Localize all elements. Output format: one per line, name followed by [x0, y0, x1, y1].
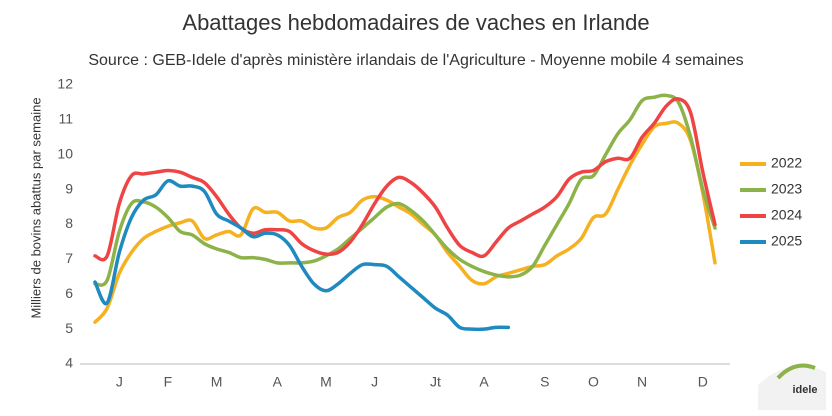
x-tick-label: Jt — [430, 374, 441, 390]
y-tick-label: 11 — [58, 111, 73, 127]
logo-shape — [758, 365, 826, 410]
legend-label: 2025 — [771, 233, 802, 249]
x-tick-label: A — [273, 374, 283, 390]
chart-subtitle: Source : GEB-Idele d'après ministère irl… — [88, 52, 743, 69]
logo: idele — [758, 363, 826, 410]
x-tick-label: J — [116, 374, 123, 390]
y-tick-label: 6 — [65, 285, 73, 301]
x-tick-label: M — [320, 374, 332, 390]
y-tick-label: 4 — [65, 355, 73, 371]
x-tick-label: J — [371, 374, 378, 390]
y-tick-label: 8 — [65, 215, 73, 231]
y-tick-label: 7 — [65, 250, 73, 266]
series-line — [93, 120, 717, 324]
y-axis-label: Milliers de bovins abattus par semaine — [28, 97, 43, 318]
x-tick-label: O — [588, 374, 599, 390]
y-tick-label: 5 — [65, 320, 73, 336]
series-line — [93, 178, 511, 332]
logo-swoosh — [776, 363, 816, 380]
legend-label: 2023 — [771, 181, 802, 197]
y-tick-label: 9 — [65, 180, 73, 196]
x-tick-label: N — [637, 374, 647, 390]
legend-label: 2024 — [771, 207, 802, 223]
x-tick-label: A — [479, 374, 489, 390]
chart-title: Abattages hebdomadaires de vaches en Irl… — [182, 10, 649, 35]
x-tick-label: D — [698, 374, 708, 390]
series-line — [93, 93, 717, 287]
x-tick-label: S — [540, 374, 549, 390]
y-tick-label: 12 — [57, 76, 73, 92]
x-tick-label: M — [211, 374, 223, 390]
series-line — [93, 97, 717, 262]
logo-text: idele — [792, 384, 817, 396]
legend-label: 2022 — [771, 155, 802, 171]
y-tick-label: 10 — [57, 145, 73, 161]
x-tick-label: F — [164, 374, 173, 390]
